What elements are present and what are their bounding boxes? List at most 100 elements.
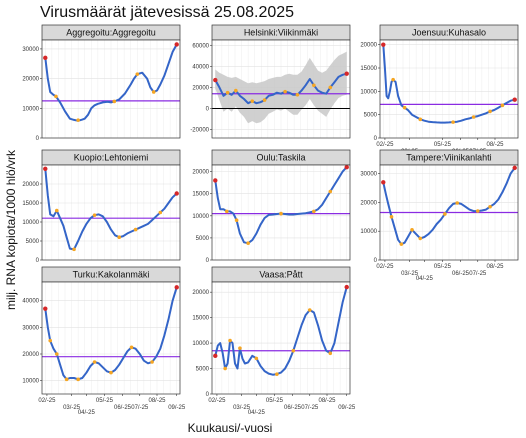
data-point xyxy=(418,236,423,241)
panel: Kuopio:Lehtoniemi 0 5000 10000 15000 20000 xyxy=(22,149,181,264)
data-point xyxy=(54,352,59,356)
data-point xyxy=(328,85,333,90)
data-point-end xyxy=(381,180,386,185)
y-tick-label: 20000 xyxy=(192,290,209,296)
x-tick-label: 08/-25 xyxy=(148,398,166,404)
y-tick-label: 10000 xyxy=(360,89,377,95)
panel-border xyxy=(41,281,181,395)
x-tick-label: 08/-25 xyxy=(318,398,336,404)
data-point xyxy=(48,338,53,343)
y-tick-label: 5000 xyxy=(196,367,210,373)
y-tick-label: 20000 xyxy=(360,43,377,49)
panel-title: Vaasa:Pått xyxy=(259,270,303,280)
y-tick-label: 40000 xyxy=(192,64,209,70)
data-point xyxy=(246,241,250,246)
panel-border xyxy=(41,164,181,261)
data-point-end xyxy=(213,353,218,359)
data-point xyxy=(92,213,97,217)
data-point xyxy=(129,345,134,350)
y-tick-label: 0 xyxy=(36,136,40,142)
data-point xyxy=(291,348,296,353)
data-point xyxy=(76,118,80,122)
data-point xyxy=(234,218,239,223)
x-tick-label: 03/-25 xyxy=(401,271,419,277)
data-point xyxy=(418,117,423,122)
y-tick-label: 0 xyxy=(206,258,210,264)
data-point-end xyxy=(381,42,386,47)
data-point xyxy=(109,370,113,375)
y-axis-label: milj. RNA kopiota/1000 hlö/vrk xyxy=(4,149,18,310)
y-tick-label: 30000 xyxy=(22,325,39,331)
x-tick-label: 05/-25 xyxy=(266,398,284,404)
y-tick-label: 5000 xyxy=(364,113,378,119)
data-point xyxy=(117,235,122,239)
data-point xyxy=(488,109,492,114)
y-tick-label: 10000 xyxy=(22,379,39,385)
panel-border xyxy=(211,281,351,395)
data-point xyxy=(225,90,230,95)
data-point xyxy=(238,346,242,350)
x-tick-label: 03/-25 xyxy=(233,405,251,411)
panel-border xyxy=(211,164,351,261)
data-point xyxy=(295,92,300,97)
data-point xyxy=(133,227,138,232)
y-tick-label: 30000 xyxy=(22,47,39,53)
data-point xyxy=(158,210,163,215)
data-point xyxy=(488,204,492,209)
x-tick-label: 04/-25 xyxy=(416,276,434,282)
y-tick-label: 20000 xyxy=(22,77,39,83)
panel: Helsinki:Viikinmäki -20000 0 20000 40000 6000… xyxy=(190,24,351,139)
data-point xyxy=(500,103,505,108)
y-tick-label: 15000 xyxy=(360,66,377,72)
data-point xyxy=(391,77,395,82)
y-tick-label: 20000 xyxy=(22,182,39,188)
x-tick-label: 05/-25 xyxy=(96,398,114,404)
data-point xyxy=(224,209,229,214)
data-point-end xyxy=(344,71,349,76)
data-point-end xyxy=(43,306,48,311)
y-tick-label: 10000 xyxy=(360,229,377,235)
data-point xyxy=(275,372,279,376)
y-tick-label: 15000 xyxy=(192,192,209,198)
x-tick-label: 02/-25 xyxy=(38,398,56,404)
data-point xyxy=(54,94,58,99)
data-point-end xyxy=(174,42,179,47)
data-point-end xyxy=(43,166,48,171)
data-point xyxy=(250,99,255,103)
data-point-end xyxy=(344,165,349,170)
y-tick-label: 30000 xyxy=(360,172,377,178)
panel-border xyxy=(379,164,519,261)
x-axis-label: Kuukausi/-vuosi xyxy=(188,421,273,435)
x-tick-label: 03/-25 xyxy=(63,405,81,411)
y-tick-label: 20000 xyxy=(192,170,209,176)
panel: Aggregoitu:Aggregoitu 0 10000 20000 30000 xyxy=(22,24,181,142)
data-point xyxy=(234,88,238,93)
y-tick-label: 15000 xyxy=(192,316,209,322)
y-tick-label: 20000 xyxy=(22,352,39,358)
data-point xyxy=(471,115,476,119)
x-tick-label: 09/-25 xyxy=(338,405,356,411)
data-point xyxy=(254,356,259,361)
y-tick-label: 0 xyxy=(206,106,210,112)
data-point xyxy=(410,227,414,232)
y-tick-label: 10000 xyxy=(192,341,209,347)
y-tick-label: 5000 xyxy=(26,239,40,245)
data-point xyxy=(475,209,480,213)
y-tick-label: 10000 xyxy=(22,220,39,226)
data-point-end xyxy=(213,178,218,183)
data-point-end xyxy=(43,55,48,61)
y-tick-label: 0 xyxy=(374,258,378,264)
data-point xyxy=(312,209,316,214)
data-point xyxy=(389,215,394,219)
data-point xyxy=(402,105,407,110)
panel-title: Tampere:Viinikanlahti xyxy=(406,153,491,163)
series-line xyxy=(214,166,348,245)
data-point xyxy=(262,98,267,102)
data-point xyxy=(279,211,283,216)
y-tick-label: 0 xyxy=(36,258,40,264)
facet-panels: Aggregoitu:Aggregoitu 0 10000 20000 30000 Hel… xyxy=(22,24,519,416)
panel-title: Kuopio:Lehtoniemi xyxy=(74,153,149,163)
data-point xyxy=(399,242,404,246)
y-tick-label: 10000 xyxy=(22,106,39,112)
